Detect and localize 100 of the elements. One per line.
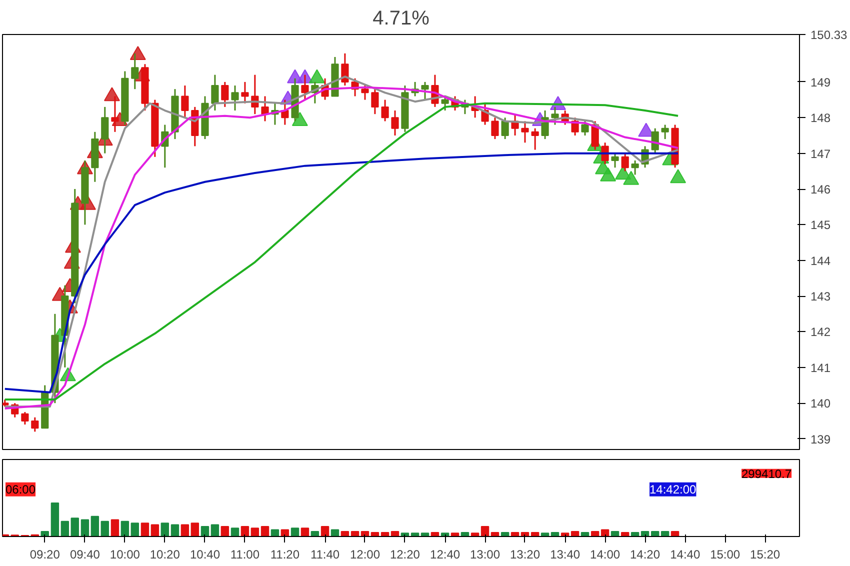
candlestick — [211, 74, 219, 112]
candlestick — [661, 124, 669, 140]
bar — [220, 526, 230, 536]
bar — [190, 522, 200, 536]
bar — [120, 520, 130, 536]
candlestick — [621, 152, 629, 172]
bar — [180, 524, 190, 536]
bar — [590, 530, 600, 536]
y-tick-label: 146 — [810, 182, 831, 197]
point — [670, 169, 686, 184]
x-tick-label: 12:20 — [390, 548, 420, 562]
candlestick — [221, 81, 229, 108]
candlestick — [551, 106, 559, 126]
bar — [70, 518, 79, 536]
x-tick-label: 13:40 — [550, 548, 580, 562]
y-tick-label: 144 — [810, 254, 831, 268]
candlestick — [581, 120, 589, 136]
candlestick — [501, 116, 509, 140]
bar — [80, 519, 90, 536]
bar — [651, 530, 660, 536]
point — [130, 46, 146, 60]
candlestick — [631, 160, 639, 176]
x-tick-label: 12:00 — [350, 548, 380, 562]
text: 14:42:00 — [650, 482, 697, 496]
bar — [170, 524, 180, 536]
bar — [250, 528, 260, 536]
bar — [660, 530, 670, 536]
bar — [320, 526, 330, 536]
chart-title: 4.71% — [372, 8, 430, 30]
y-tick-label: 139 — [810, 432, 831, 446]
bar — [60, 520, 70, 536]
bar — [480, 526, 490, 536]
bar — [100, 520, 109, 536]
candlestick — [181, 84, 189, 118]
text: 299410.7 — [742, 466, 792, 481]
bar — [310, 530, 320, 536]
candlestick — [361, 84, 369, 101]
bar — [330, 529, 340, 536]
bar — [350, 530, 360, 536]
candlestick — [381, 99, 389, 122]
candlestick — [21, 411, 29, 426]
x-tick-label: 11:40 — [310, 548, 340, 562]
point — [308, 69, 325, 84]
candlestick — [131, 52, 139, 90]
bar — [90, 516, 100, 536]
x-tick-label: 09:40 — [70, 548, 100, 562]
point — [104, 87, 120, 102]
point — [600, 167, 616, 182]
y-tick-label: 140 — [810, 396, 831, 411]
y-tick-label: 148 — [810, 111, 831, 126]
candlestick — [441, 95, 449, 112]
candlestick — [31, 416, 39, 432]
candlestick — [521, 120, 529, 144]
bar — [50, 502, 60, 536]
bar — [260, 526, 270, 536]
y-tick-label: 142 — [810, 325, 831, 340]
x-tick-label: 14:20 — [630, 548, 660, 562]
bar — [570, 530, 580, 536]
x-tick-label: 14:40 — [670, 548, 700, 562]
candlestick — [421, 81, 429, 101]
y-tick-label: 145 — [810, 218, 831, 232]
x-tick-label: 15:20 — [750, 548, 780, 562]
x-tick-label: 10:40 — [190, 548, 220, 562]
bar — [470, 532, 480, 536]
text: 06:00 — [6, 482, 36, 496]
x-tick-label: 11:00 — [230, 548, 260, 562]
x-tick-label: 13:00 — [470, 548, 500, 562]
candlestick — [111, 95, 119, 133]
bar — [270, 529, 280, 536]
candlestick — [241, 81, 249, 104]
bar — [390, 530, 400, 536]
x-tick-label: 15:00 — [710, 548, 740, 562]
bar — [200, 526, 210, 536]
bar — [150, 524, 160, 536]
y-tick-label: 141 — [810, 360, 831, 375]
bar — [670, 530, 680, 536]
y-tick-label: 150.33 — [810, 28, 848, 42]
candlestick — [301, 74, 309, 101]
bar — [610, 530, 620, 536]
x-tick-label: 10:00 — [110, 548, 140, 562]
x-tick-label: 10:20 — [150, 548, 180, 562]
x-tick-label: 14:00 — [590, 548, 620, 562]
y-tick-label: 147 — [810, 146, 831, 161]
bar — [300, 528, 310, 536]
y-tick-label: 149 — [810, 75, 831, 90]
x-tick-label: 11:20 — [270, 548, 300, 562]
y-tick-label: 143 — [810, 290, 831, 304]
x-tick-label: 09:20 — [30, 548, 60, 562]
candlestick — [101, 106, 109, 154]
bar — [340, 530, 350, 536]
candlestick — [531, 128, 539, 151]
bar — [130, 522, 139, 536]
x-tick-label: 12:40 — [430, 548, 460, 562]
bar — [290, 528, 300, 536]
point — [292, 112, 308, 126]
bar — [210, 524, 220, 536]
candlestick — [491, 116, 499, 140]
candlestick — [611, 152, 619, 168]
bar — [140, 522, 150, 536]
bar — [110, 519, 120, 536]
